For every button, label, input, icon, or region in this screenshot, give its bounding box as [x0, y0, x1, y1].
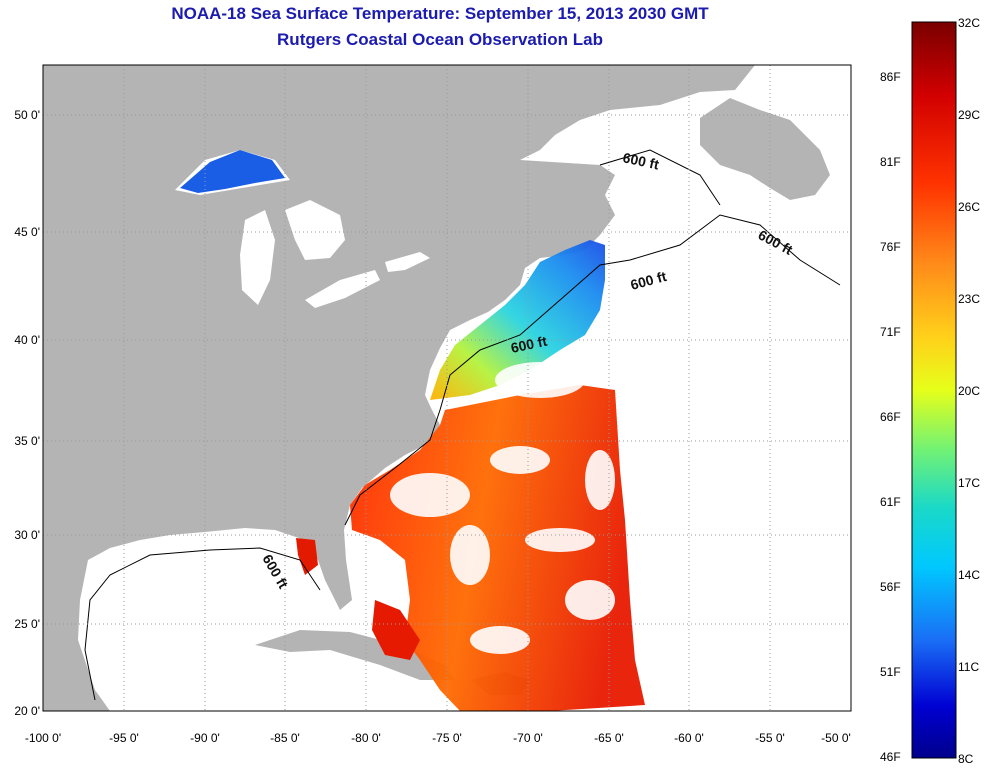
- colorbar-f-label: 81F: [880, 155, 901, 169]
- colorbar-c-label: 32C: [958, 16, 980, 30]
- lon-tick-label: -75 0': [432, 731, 462, 745]
- lon-tick-label: -100 0': [25, 731, 61, 745]
- colorbar-f-label: 71F: [880, 325, 901, 339]
- grid: [43, 65, 851, 711]
- chart-title: NOAA-18 Sea Surface Temperature: Septemb…: [171, 4, 709, 23]
- lon-tick-label: -85 0': [270, 731, 300, 745]
- gulf-sst-patch: [296, 538, 318, 575]
- lat-tick-label: 30 0': [14, 528, 40, 542]
- colorbar-f-label: 86F: [880, 70, 901, 84]
- cuba-land: [255, 630, 455, 680]
- lon-tick-label: -50 0': [821, 731, 851, 745]
- colorbar-f-label: 46F: [880, 750, 901, 764]
- colorbar-f-label: 51F: [880, 665, 901, 679]
- colorbar-f-label: 66F: [880, 410, 901, 424]
- caribbean-sst: [372, 600, 420, 660]
- lake-erie: [305, 270, 380, 308]
- latitude-labels: 20 0' 25 0' 30 0' 35 0' 40 0' 45 0' 50 0…: [14, 108, 40, 718]
- colorbar-c-label: 14C: [958, 568, 980, 582]
- colorbar-c-label: 23C: [958, 292, 980, 306]
- lon-tick-label: -80 0': [351, 731, 381, 745]
- lon-tick-label: -70 0': [513, 731, 543, 745]
- lake-superior-sst: [180, 150, 285, 193]
- newfoundland-land: [700, 98, 830, 200]
- lake-huron: [285, 200, 345, 260]
- lon-tick-label: -65 0': [594, 731, 624, 745]
- north-america-land: [43, 65, 755, 711]
- colorbar-c-label: 8C: [958, 752, 974, 766]
- colorbar-c-label: 17C: [958, 476, 980, 490]
- colorbar-f-label: 76F: [880, 240, 901, 254]
- lon-tick-label: -60 0': [674, 731, 704, 745]
- sst-warm-region: [350, 385, 645, 711]
- lat-tick-label: 25 0': [14, 617, 40, 631]
- contour-label: 600 ft: [509, 333, 548, 356]
- lat-tick-label: 35 0': [14, 434, 40, 448]
- lon-tick-label: -90 0': [190, 731, 220, 745]
- colorbar-c-label: 20C: [958, 384, 980, 398]
- lon-tick-label: -95 0': [109, 731, 139, 745]
- lat-tick-label: 45 0': [14, 225, 40, 239]
- map-frame: [42, 64, 852, 712]
- sst-cool-region: [430, 240, 605, 400]
- lon-tick-label: -55 0': [755, 731, 785, 745]
- cloud-cover: [390, 362, 615, 654]
- lat-tick-label: 40 0': [14, 333, 40, 347]
- lake-michigan: [240, 210, 275, 305]
- colorbar-f-label: 56F: [880, 580, 901, 594]
- lat-tick-label: 20 0': [14, 704, 40, 718]
- colorbar-gradient: [911, 21, 957, 759]
- chart-subtitle: Rutgers Coastal Ocean Observation Lab: [277, 30, 603, 49]
- colorbar-f-label: 61F: [880, 495, 901, 509]
- contour-label: 600 ft: [621, 149, 660, 172]
- lake-ontario: [385, 252, 430, 272]
- colorbar-c-label: 11C: [958, 660, 979, 674]
- longitude-labels: -100 0' -95 0' -90 0' -85 0' -80 0' -75 …: [25, 731, 851, 745]
- lat-tick-label: 50 0': [14, 108, 40, 122]
- colorbar-c-label: 26C: [958, 200, 980, 214]
- contour-600ft: [84, 149, 841, 701]
- colorbar-c-label: 29C: [958, 108, 980, 122]
